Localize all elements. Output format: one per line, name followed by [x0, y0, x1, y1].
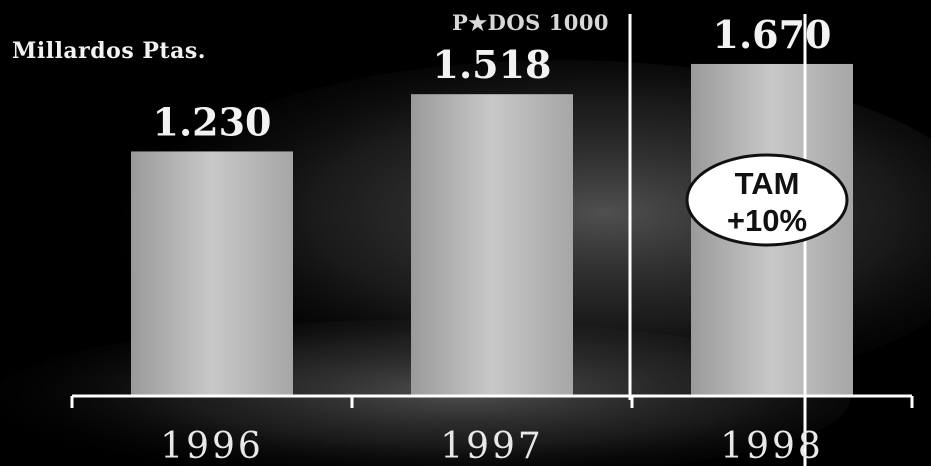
category-label-1997: 1997 [440, 426, 544, 466]
value-label-1998: 1.670 [713, 12, 832, 57]
tam-badge: TAM +10% [685, 153, 849, 247]
category-label-1998: 1998 [720, 426, 824, 466]
pados-marker-label: P★DOS 1000 [452, 10, 610, 35]
value-label-1997: 1.518 [433, 42, 552, 87]
tam-badge-line2: +10% [727, 203, 807, 238]
tam-badge-line1: TAM [735, 166, 800, 201]
bar-1997 [411, 94, 573, 396]
bar-1996 [131, 151, 293, 396]
category-label-1996: 1996 [160, 426, 264, 466]
value-label-1996: 1.230 [153, 99, 272, 144]
unit-label: Millardos Ptas. [12, 38, 206, 64]
